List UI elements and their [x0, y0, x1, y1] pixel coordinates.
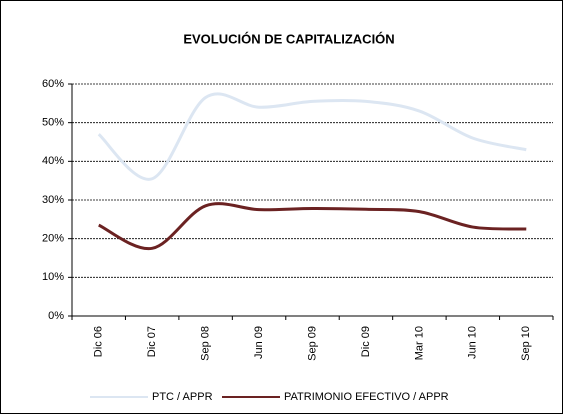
y-tick-label: 40% — [42, 155, 64, 167]
y-tick-label: 0% — [48, 310, 64, 322]
chart-title: EVOLUCIÓN DE CAPITALIZACIÓN — [183, 31, 394, 46]
y-tick-label: 60% — [42, 78, 64, 90]
x-tick-label: Dic 09 — [360, 326, 372, 357]
x-tick-label: Mar 10 — [413, 326, 425, 360]
y-tick-label: 50% — [42, 117, 64, 129]
y-tick-label: 20% — [42, 233, 64, 245]
x-tick-label: Sep 09 — [306, 326, 318, 361]
legend-label: PATRIMONIO EFECTIVO / APPR — [284, 391, 449, 403]
x-tick-label: Dic 07 — [146, 326, 158, 357]
x-tick-label: Dic 06 — [93, 326, 105, 357]
y-tick-label: 10% — [42, 271, 64, 283]
series-line — [98, 202, 527, 250]
x-tick-label: Jun 10 — [467, 326, 479, 359]
x-tick-label: Sep 10 — [520, 326, 532, 361]
y-tick-label: 30% — [42, 194, 64, 206]
x-tick-label: Sep 08 — [200, 326, 212, 361]
x-tick-label: Jun 09 — [253, 326, 265, 359]
legend-label: PTC / APPR — [152, 391, 213, 403]
series-line — [97, 92, 527, 181]
